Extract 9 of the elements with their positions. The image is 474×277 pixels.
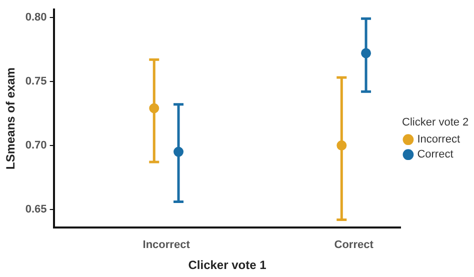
legend-title: Clicker vote 2 [402,116,469,128]
y-tick-label: 0.65 [25,203,47,216]
legend-label: Correct [417,148,454,161]
x-axis-title: Clicker vote 1 [188,258,267,272]
y-tick-label: 0.75 [25,75,47,88]
y-tick-label: 0.80 [25,11,47,24]
y-tick-label: 0.70 [25,139,47,152]
legend-label: Incorrect [417,134,460,146]
y-axis-title: LSmeans of exam [4,67,18,170]
